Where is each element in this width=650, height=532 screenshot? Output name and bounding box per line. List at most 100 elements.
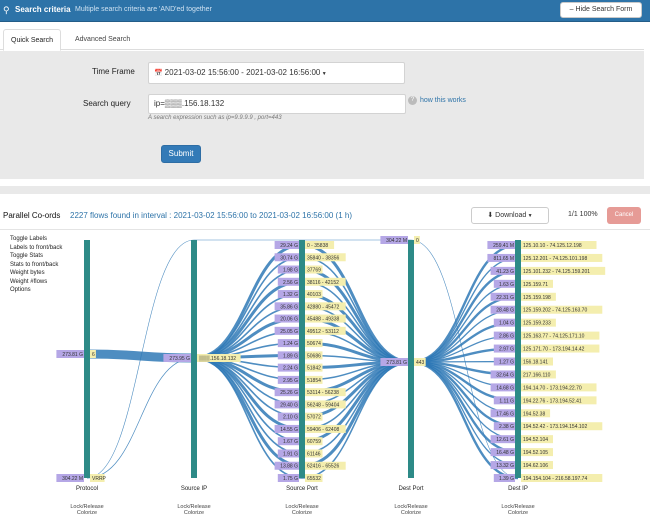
tick-label: 125.159.202 - 74.125.163.70 (523, 308, 587, 314)
lock-release-link[interactable]: Lock/Release (285, 504, 318, 510)
tick-label: 56248 - 59404 (307, 402, 339, 408)
tick-stat-box (490, 435, 515, 444)
lock-release-link[interactable]: Lock/Release (501, 504, 534, 510)
tick-stat-box (274, 302, 299, 311)
cancel-button[interactable]: Cancel (607, 207, 641, 224)
tick-stat-box (274, 314, 299, 323)
tick-stat-box (493, 318, 515, 327)
tick-stat: 1.04 G (499, 321, 514, 327)
tick-label-box (521, 396, 597, 405)
option-weight-bytes[interactable]: Weight bytes (10, 270, 45, 276)
colorize-link[interactable]: Colorize (292, 510, 312, 516)
tab-quick-search[interactable]: Quick Search (3, 29, 62, 51)
axis-bar[interactable] (299, 240, 305, 478)
flow-dstport-to-dstip (410, 243, 519, 364)
tick-stat-box (277, 412, 299, 421)
option-stats-front-back[interactable]: Stats to front/back (10, 261, 59, 268)
time-frame-picker[interactable]: 📅 2021-03-02 15:56:00 - 2021-03-02 16:56… (148, 62, 405, 84)
axis-bar[interactable] (408, 240, 414, 478)
axis-bar[interactable] (191, 240, 197, 478)
tick-label-box (90, 474, 105, 482)
tick-label-box (305, 302, 346, 311)
download-button[interactable]: ⬇ Download ▼ (471, 207, 549, 224)
tick-stat: 30.74 G (280, 255, 298, 261)
option-options[interactable]: Options (10, 287, 31, 293)
colorize-link[interactable]: Colorize (77, 510, 97, 516)
tick-label: 217.166.110 (523, 372, 551, 378)
tick-stat: 16.48 G (496, 450, 514, 456)
tab-advanced-search[interactable]: Advanced Search (75, 36, 131, 43)
option-weight-flows[interactable]: Weight #flows (10, 278, 48, 285)
tick-label-box (521, 474, 603, 482)
tick-label: 0 - 35838 (307, 243, 328, 249)
time-frame-value: 2021-03-02 15:56:00 - 2021-03-02 16:56:0… (164, 68, 321, 77)
hide-search-form-button[interactable]: – Hide Search Form (560, 2, 642, 18)
tick-label: 194.52.38 (523, 411, 545, 417)
tick-stat: 32.64 G (496, 372, 514, 378)
tick-label-box (305, 290, 323, 299)
tick-label-box (305, 437, 323, 446)
tick-label-box (521, 266, 606, 275)
submit-button[interactable]: Submit (161, 145, 201, 163)
flow-protocol-to-srcip (86, 239, 195, 479)
tick-label-box (521, 241, 597, 249)
axis-name: Dest IP (508, 486, 528, 492)
tick-label-box (305, 400, 346, 409)
tick-stat: 2.97 G (499, 347, 514, 353)
tick-label: 59406 - 62408 (307, 427, 339, 433)
tick-label-box (305, 412, 323, 421)
tick-stat: 2.38 G (499, 424, 514, 430)
tick-label: 125.10.10 - 74.125.12.198 (523, 243, 582, 249)
tick-stat-box (277, 351, 299, 360)
result-pager: 1/1 100% (568, 211, 598, 218)
tick-label: 50686 (307, 353, 321, 359)
lock-release-link[interactable]: Lock/Release (394, 504, 427, 510)
search-query-input[interactable]: ip=▒▒▒.156.18.132 (148, 94, 406, 114)
tick-stat: 1.39 G (499, 476, 514, 482)
colorize-link[interactable]: Colorize (401, 510, 421, 516)
lock-release-link[interactable]: Lock/Release (70, 504, 103, 510)
tick-label: 125.12.201 - 74.125.101.198 (523, 256, 587, 262)
tick-label: 194.154.104 - 216.58.197.74 (523, 476, 587, 482)
tick-stat-box (493, 344, 515, 353)
tick-stat-box (277, 363, 299, 372)
tick-stat: 273.95 G (169, 356, 190, 362)
tick-stat-box (277, 437, 299, 446)
tick-stat-box (277, 474, 299, 482)
tick-label-box (521, 279, 553, 288)
tick-stat-box (274, 253, 299, 262)
tick-label-box (521, 305, 603, 314)
tick-label-box (90, 350, 96, 358)
tick-stat: 1.32 G (283, 292, 298, 298)
tick-stat-box (493, 396, 515, 405)
tick-stat-box (56, 350, 84, 358)
tick-stat: 1.98 G (283, 268, 298, 274)
colorize-link[interactable]: Colorize (184, 510, 204, 516)
chart-options: Toggle Labels Labels to front/back Toggl… (10, 235, 62, 295)
axis-bar[interactable] (515, 240, 521, 478)
option-toggle-stats[interactable]: Toggle Stats (10, 253, 44, 259)
option-labels-front-back[interactable]: Labels to front/back (10, 244, 63, 251)
tick-label-box (305, 388, 346, 397)
tick-stat: 29.40 G (280, 402, 298, 408)
download-label: Download (495, 212, 527, 219)
lock-release-link[interactable]: Lock/Release (177, 504, 210, 510)
how-this-works-link[interactable]: how this works (420, 97, 466, 104)
tick-label-box (305, 339, 323, 348)
tick-stat-box (487, 253, 515, 262)
tick-label-box (305, 363, 323, 372)
tick-stat-box (274, 461, 299, 470)
search-icon: ⚲ (3, 5, 10, 15)
tick-label: 57072 (307, 415, 321, 421)
tick-stat-box (493, 279, 515, 288)
option-toggle-labels[interactable]: Toggle Labels (10, 236, 48, 242)
colorize-link[interactable]: Colorize (508, 510, 528, 516)
tick-label-box (521, 292, 556, 301)
axis-bar[interactable] (84, 240, 90, 478)
tick-stat-box (493, 331, 515, 340)
question-icon: ? (408, 96, 417, 105)
tick-stat-box (490, 448, 515, 457)
tick-label: ▒▒▒.156.18.132 (199, 355, 236, 362)
tick-stat: 22.31 G (496, 295, 514, 301)
tick-label-box (521, 331, 600, 340)
